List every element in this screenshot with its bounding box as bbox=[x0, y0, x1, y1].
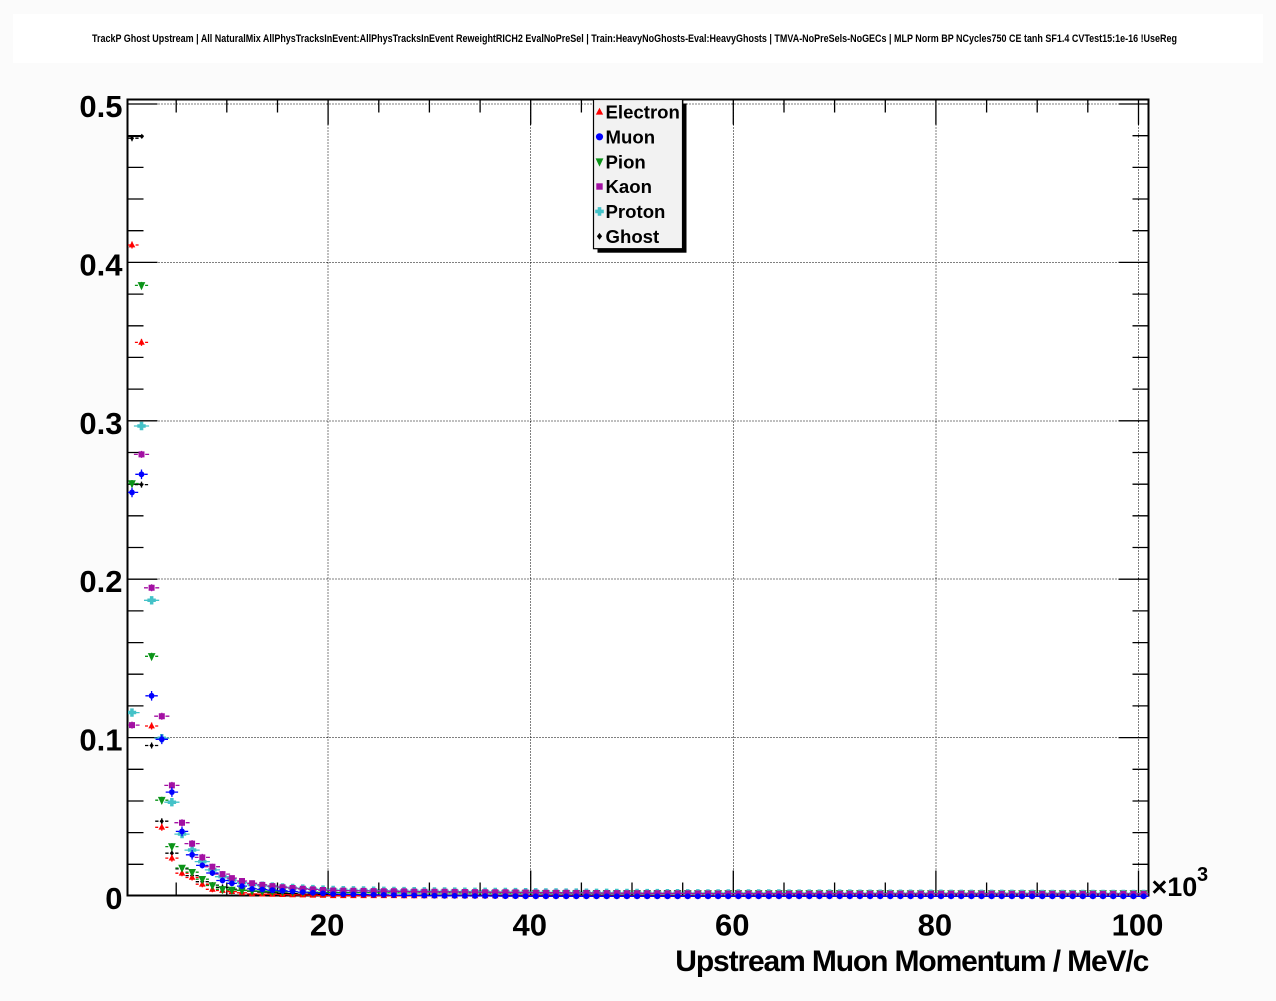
svg-text:Kaon: Kaon bbox=[606, 176, 652, 197]
svg-text:×10: ×10 bbox=[1152, 872, 1198, 902]
svg-text:3: 3 bbox=[1197, 864, 1208, 886]
svg-text:Electron: Electron bbox=[606, 102, 680, 123]
svg-text:TrackP Ghost Upstream | All Na: TrackP Ghost Upstream | All NaturalMix A… bbox=[92, 33, 1177, 45]
svg-text:0.4: 0.4 bbox=[79, 247, 123, 282]
svg-text:40: 40 bbox=[512, 908, 546, 943]
svg-text:Proton: Proton bbox=[606, 201, 666, 222]
svg-text:60: 60 bbox=[715, 908, 749, 943]
svg-text:0.3: 0.3 bbox=[79, 406, 122, 441]
svg-text:Upstream Muon Momentum / MeV/c: Upstream Muon Momentum / MeV/c bbox=[675, 945, 1149, 978]
svg-text:0: 0 bbox=[105, 881, 122, 916]
svg-text:100: 100 bbox=[1112, 908, 1164, 943]
svg-text:0.5: 0.5 bbox=[79, 89, 122, 124]
svg-text:Muon: Muon bbox=[606, 126, 656, 147]
svg-text:Ghost: Ghost bbox=[606, 226, 660, 247]
svg-text:0.1: 0.1 bbox=[79, 723, 122, 758]
svg-text:Pion: Pion bbox=[606, 151, 646, 172]
svg-text:0.2: 0.2 bbox=[79, 564, 122, 599]
svg-text:80: 80 bbox=[918, 908, 952, 943]
svg-text:20: 20 bbox=[310, 908, 344, 943]
